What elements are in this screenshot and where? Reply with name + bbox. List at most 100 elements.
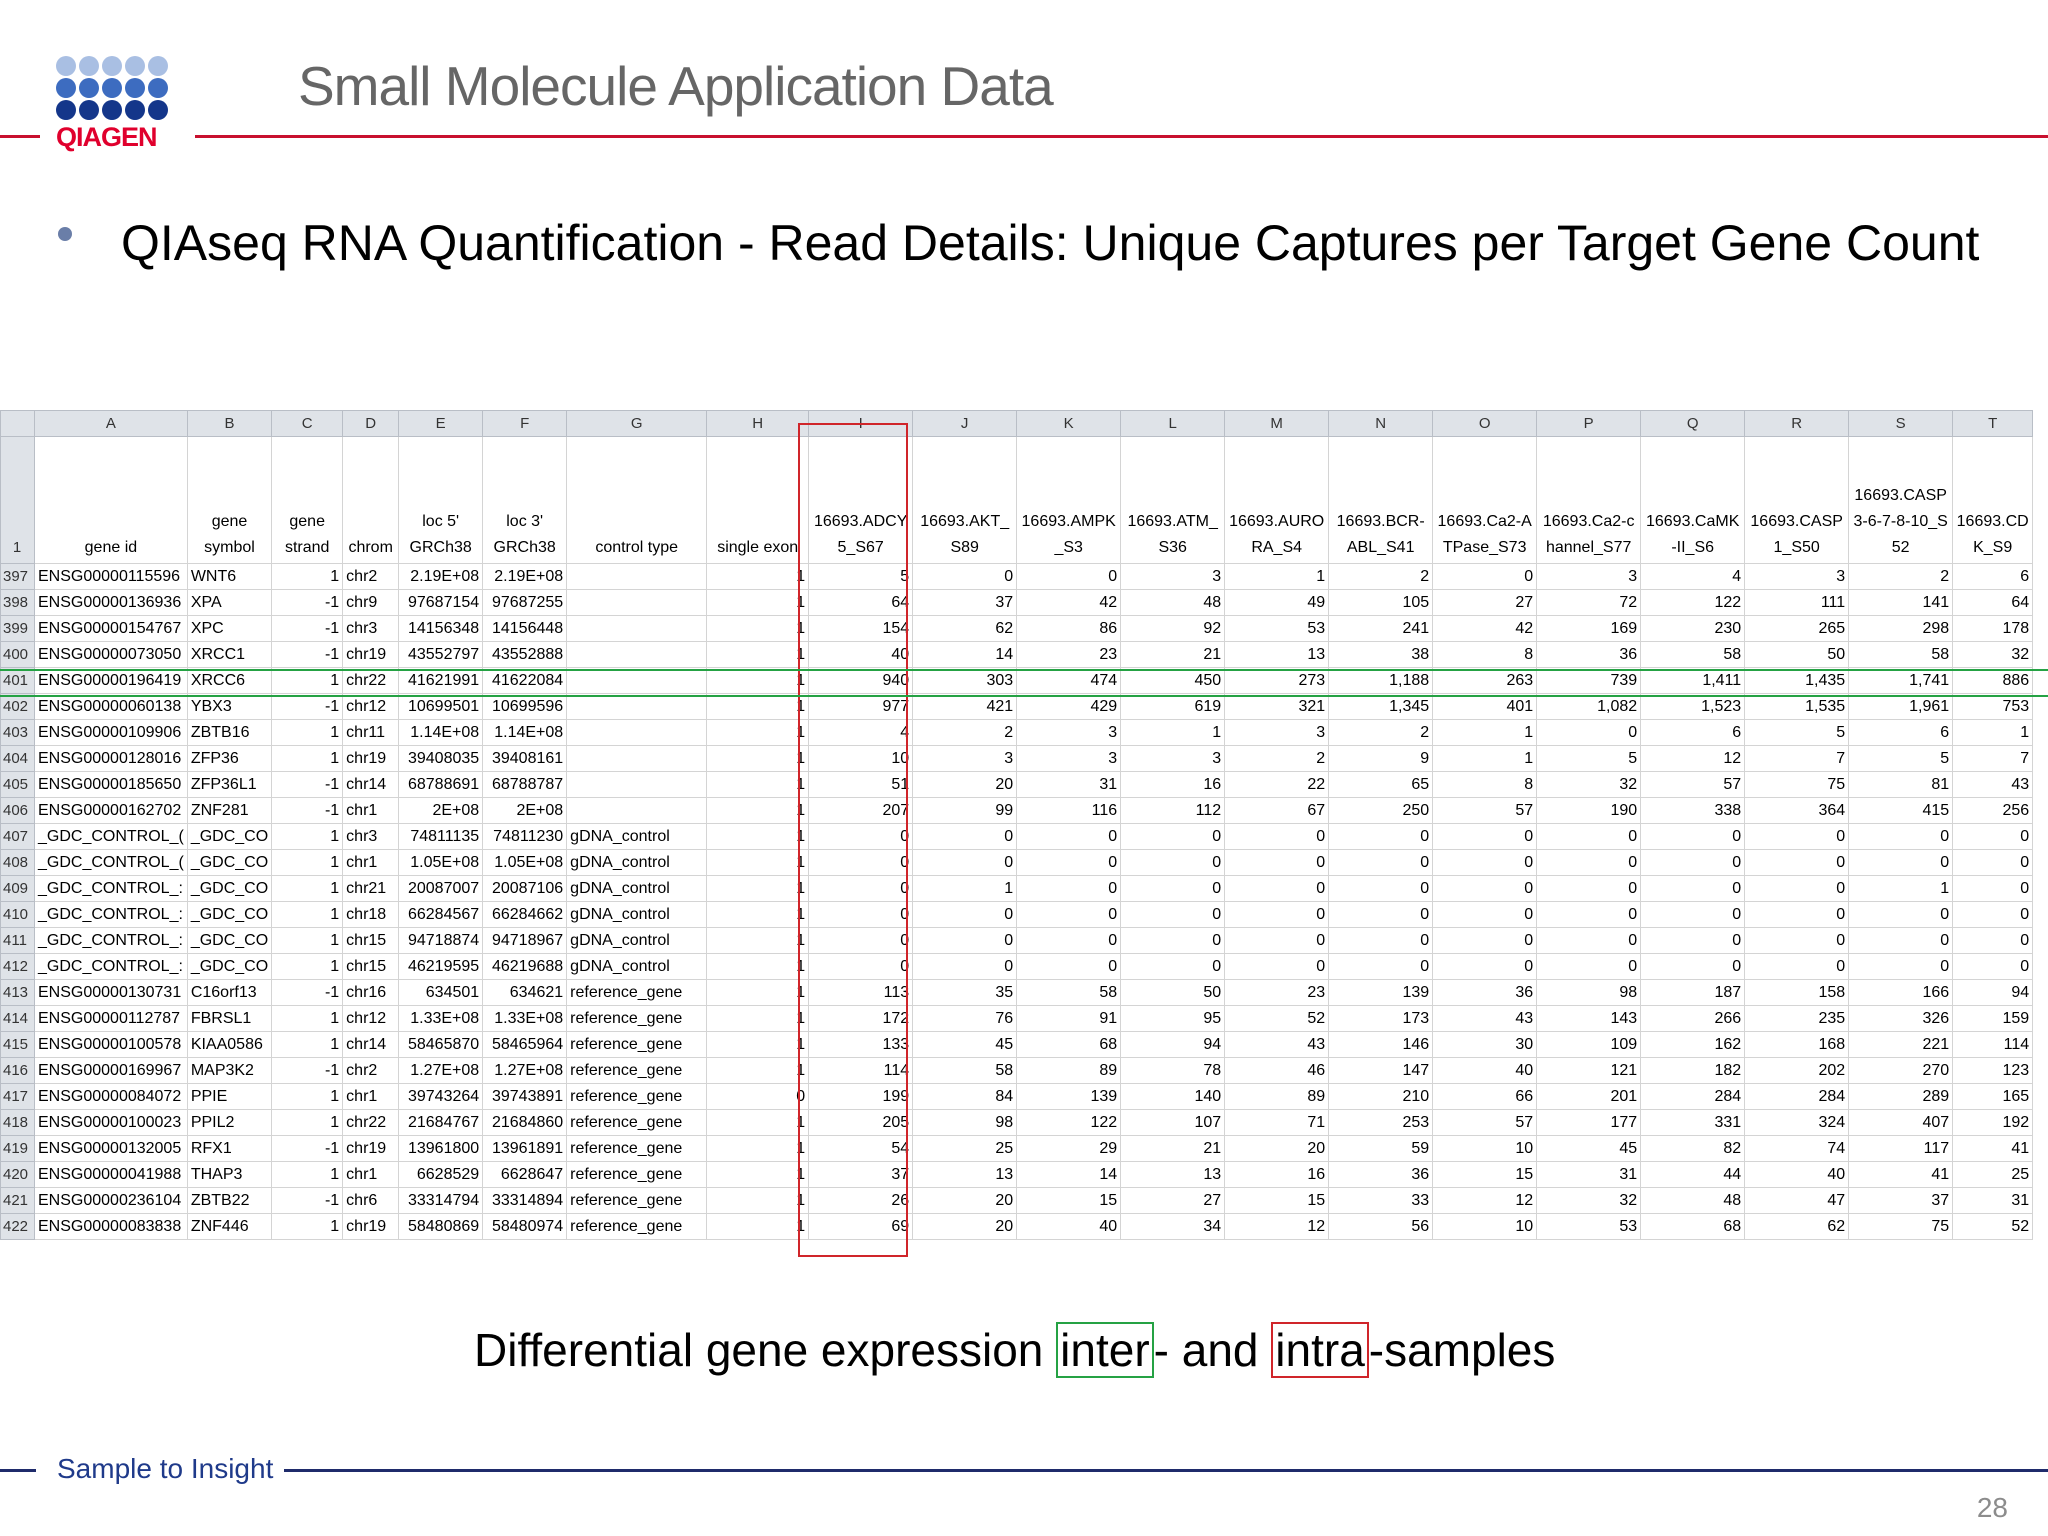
table-cell[interactable]: 37 [808,1161,914,1188]
table-cell[interactable]: XRCC1 [186,641,273,668]
table-cell[interactable]: -1 [271,1135,344,1162]
table-cell[interactable]: chr3 [342,823,400,850]
table-cell[interactable]: ENSG00000196419 [34,667,188,694]
table-cell[interactable]: 1.05E+08 [482,849,568,876]
table-cell[interactable]: 39408035 [398,745,484,772]
table-cell[interactable]: 20 [912,1213,1018,1240]
table-cell[interactable]: 13961800 [398,1135,484,1162]
table-cell[interactable]: 1 [706,979,810,1006]
table-cell[interactable]: 45 [912,1031,1018,1058]
table-cell[interactable]: chr12 [342,1005,400,1032]
table-cell[interactable]: 75 [1744,771,1850,798]
table-cell[interactable]: _GDC_CONTROL_: [34,875,188,902]
table-cell[interactable]: 1.14E+08 [398,719,484,746]
table-cell[interactable]: ZFP36L1 [186,771,273,798]
table-cell[interactable] [566,797,708,824]
table-cell[interactable]: 10 [808,745,914,772]
table-cell[interactable]: chr11 [342,719,400,746]
table-cell[interactable]: ENSG00000115596 [34,563,188,590]
table-cell[interactable]: chr18 [342,901,400,928]
table-cell[interactable]: 41621991 [398,667,484,694]
table-cell[interactable]: chr6 [342,1187,400,1214]
table-cell[interactable]: 62 [1744,1213,1850,1240]
table-cell[interactable]: 1.33E+08 [398,1005,484,1032]
table-cell[interactable]: 12 [1224,1213,1330,1240]
table-cell[interactable]: 23 [1016,641,1122,668]
table-cell[interactable]: 117 [1848,1135,1954,1162]
column-header[interactable]: 16693.BCR-ABL_S41 [1328,436,1434,564]
table-cell[interactable]: 199 [808,1083,914,1110]
table-cell[interactable]: 41 [1848,1161,1954,1188]
table-cell[interactable]: 12 [1432,1187,1538,1214]
table-cell[interactable]: 92 [1120,615,1226,642]
table-cell[interactable]: chr1 [342,1083,400,1110]
table-cell[interactable]: 46219688 [482,953,568,980]
table-cell[interactable]: 58 [1848,641,1954,668]
table-cell[interactable]: 177 [1536,1109,1642,1136]
table-cell[interactable]: 634501 [398,979,484,1006]
row-number[interactable]: 398 [0,589,35,616]
column-header[interactable]: 16693.CASP3-6-7-8-10_S52 [1848,436,1954,564]
table-cell[interactable]: 1 [706,693,810,720]
table-cell[interactable]: 98 [1536,979,1642,1006]
table-cell[interactable]: 122 [1640,589,1746,616]
table-cell[interactable]: 0 [1120,953,1226,980]
table-cell[interactable]: 15 [1432,1161,1538,1188]
table-cell[interactable]: 0 [1536,823,1642,850]
table-cell[interactable]: -1 [271,589,344,616]
table-cell[interactable]: 2 [1224,745,1330,772]
table-cell[interactable]: WNT6 [186,563,273,590]
table-cell[interactable]: 1 [1848,875,1954,902]
table-cell[interactable]: 52 [1224,1005,1330,1032]
table-cell[interactable]: 123 [1952,1057,2034,1084]
table-cell[interactable]: 0 [1640,875,1746,902]
table-cell[interactable]: 0 [1016,953,1122,980]
column-header[interactable]: gene strand [271,436,344,564]
table-cell[interactable]: 1 [706,1161,810,1188]
table-cell[interactable]: 0 [1640,927,1746,954]
table-cell[interactable]: gDNA_control [566,953,708,980]
select-all-corner[interactable] [0,410,35,437]
table-cell[interactable]: 48 [1120,589,1226,616]
column-header[interactable]: 16693.AMPK_S3 [1016,436,1122,564]
table-cell[interactable]: 44 [1640,1161,1746,1188]
table-cell[interactable]: -1 [271,1187,344,1214]
table-cell[interactable]: 3 [1224,719,1330,746]
table-cell[interactable]: 21684767 [398,1109,484,1136]
table-cell[interactable]: 1 [1120,719,1226,746]
table-cell[interactable]: 221 [1848,1031,1954,1058]
table-cell[interactable]: _GDC_CONTROL_: [34,901,188,928]
row-number[interactable]: 417 [0,1083,35,1110]
table-cell[interactable]: 1 [706,1005,810,1032]
table-cell[interactable]: 109 [1536,1031,1642,1058]
table-cell[interactable]: 263 [1432,667,1538,694]
table-cell[interactable]: 91 [1016,1005,1122,1032]
table-cell[interactable]: 5 [1536,745,1642,772]
column-letter[interactable]: T [1952,410,2034,437]
table-cell[interactable]: 0 [912,927,1018,954]
row-number[interactable]: 410 [0,901,35,928]
table-cell[interactable]: 67 [1224,797,1330,824]
table-cell[interactable]: 0 [1952,953,2034,980]
table-cell[interactable]: ENSG00000109906 [34,719,188,746]
table-cell[interactable]: 265 [1744,615,1850,642]
table-cell[interactable]: 43 [1224,1031,1330,1058]
table-cell[interactable]: 133 [808,1031,914,1058]
table-cell[interactable]: 158 [1744,979,1850,1006]
column-header[interactable]: single exon [706,436,810,564]
table-cell[interactable]: 1 [706,589,810,616]
column-letter[interactable]: R [1744,410,1850,437]
table-cell[interactable]: 84 [912,1083,1018,1110]
column-header[interactable]: loc 5' GRCh38 [398,436,484,564]
table-cell[interactable]: _GDC_CO [186,875,273,902]
table-cell[interactable]: 1 [706,745,810,772]
table-cell[interactable]: 0 [1848,901,1954,928]
table-cell[interactable]: chr1 [342,797,400,824]
table-cell[interactable]: 0 [1120,901,1226,928]
row-number[interactable]: 401 [0,667,35,694]
table-cell[interactable]: reference_gene [566,1109,708,1136]
table-cell[interactable]: 0 [1016,875,1122,902]
table-cell[interactable]: 10699501 [398,693,484,720]
table-cell[interactable]: ENSG00000100023 [34,1109,188,1136]
table-cell[interactable]: 27 [1120,1187,1226,1214]
